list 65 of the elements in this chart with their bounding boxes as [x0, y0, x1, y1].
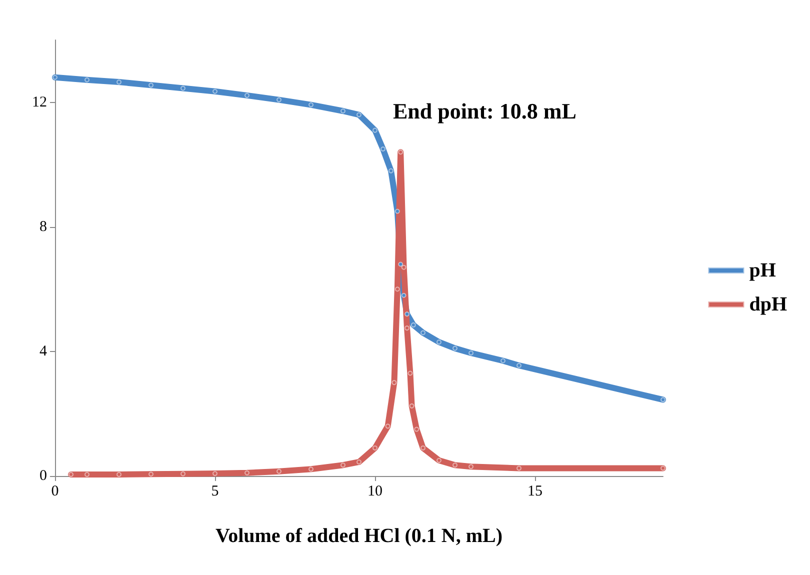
annotation: End point: 10.8 mL — [393, 98, 576, 124]
point — [380, 146, 386, 152]
point — [148, 82, 154, 88]
point — [356, 112, 362, 118]
point — [468, 464, 474, 470]
x-tick-label: 10 — [368, 484, 382, 500]
y-tick-label: 8 — [40, 218, 47, 235]
point — [401, 264, 406, 270]
point — [180, 86, 186, 91]
point — [468, 350, 474, 356]
point — [84, 472, 90, 477]
point — [276, 468, 282, 474]
point — [356, 459, 362, 464]
point — [410, 322, 416, 328]
point — [420, 330, 426, 336]
x-tick-label: 0 — [51, 484, 59, 500]
point — [408, 370, 413, 376]
point — [308, 102, 314, 108]
point — [244, 470, 250, 476]
point — [372, 128, 378, 133]
x-tick-label: 15 — [528, 484, 542, 500]
point — [404, 326, 410, 331]
point — [212, 471, 218, 476]
point — [660, 397, 666, 402]
x-axis-title: Volume of added HCl (0.1 N, mL) — [215, 525, 503, 547]
point — [244, 92, 250, 98]
point — [414, 426, 420, 432]
point — [372, 445, 378, 450]
point — [452, 462, 458, 468]
point — [148, 472, 154, 477]
point — [394, 286, 400, 292]
legend-label: dpH — [749, 294, 788, 316]
point — [340, 462, 346, 468]
point — [52, 74, 58, 80]
point — [394, 208, 400, 214]
point — [212, 88, 218, 94]
legend-label: pH — [749, 260, 776, 282]
point — [84, 77, 90, 82]
point — [409, 403, 414, 408]
point — [308, 466, 314, 472]
y-tick-label: 0 — [40, 468, 47, 484]
point — [180, 471, 186, 476]
point — [436, 458, 442, 463]
point — [516, 466, 522, 471]
y-tick-label: 4 — [40, 343, 48, 360]
point — [385, 424, 390, 429]
point — [420, 445, 426, 450]
y-tick-label: 12 — [32, 94, 47, 110]
x-tick-label: 5 — [211, 484, 219, 500]
point — [500, 358, 506, 364]
point — [516, 362, 522, 368]
point — [660, 466, 666, 471]
point — [452, 346, 458, 351]
point — [340, 108, 346, 114]
point — [398, 150, 404, 155]
point — [404, 312, 410, 317]
point — [68, 472, 74, 477]
point — [401, 292, 406, 298]
point — [276, 97, 282, 102]
point — [116, 80, 122, 85]
point — [388, 168, 394, 174]
point — [398, 262, 404, 267]
point — [392, 380, 397, 386]
point — [116, 472, 122, 477]
point — [436, 340, 442, 345]
